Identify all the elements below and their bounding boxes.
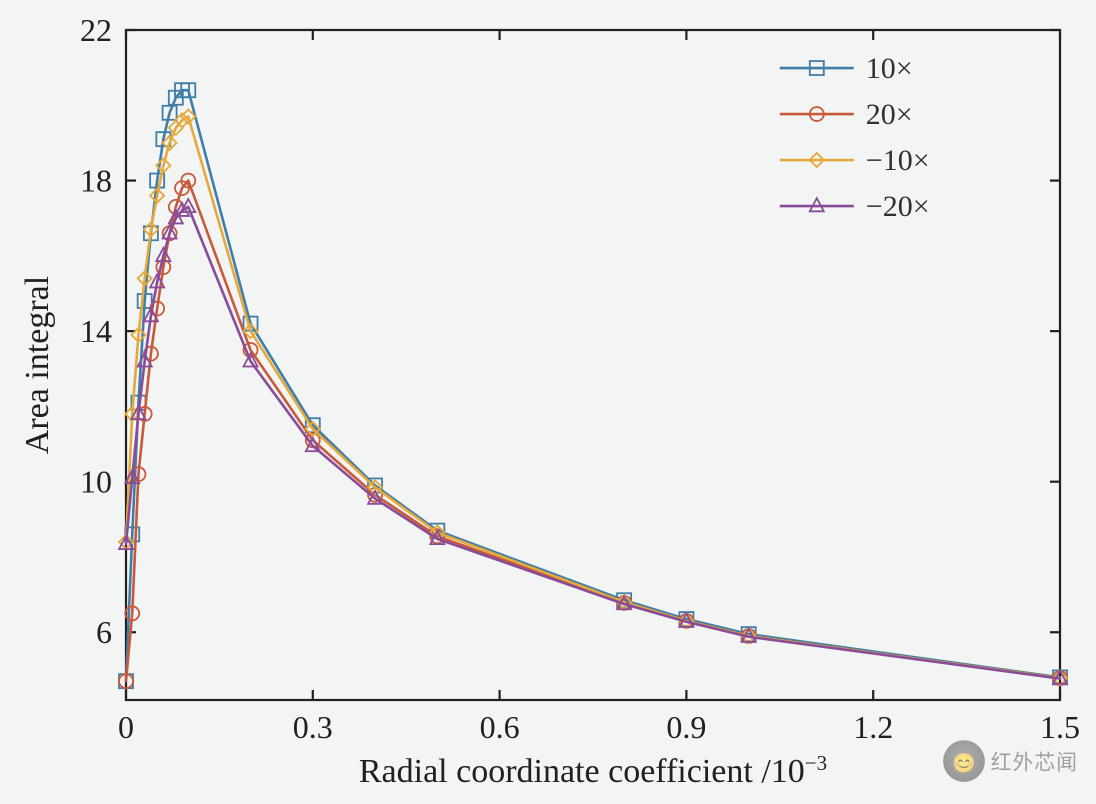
svg-text:0.9: 0.9 <box>666 709 706 745</box>
svg-text:20×: 20× <box>866 98 913 131</box>
svg-text:22: 22 <box>80 12 112 48</box>
line-chart: 0 0.3 0.6 0.9 1.2 1.5 6 10 14 18 22 Radial coordina… <box>0 0 1096 804</box>
svg-text:Radial coordinate coefficient: Radial coordinate coefficient /10−3 <box>359 751 827 790</box>
svg-text:18: 18 <box>80 163 112 199</box>
svg-text:1.2: 1.2 <box>853 709 893 745</box>
svg-text:0.3: 0.3 <box>293 709 333 745</box>
svg-text:0.6: 0.6 <box>480 709 520 745</box>
svg-text:14: 14 <box>80 313 112 349</box>
svg-text:10×: 10× <box>866 52 913 85</box>
svg-text:0: 0 <box>118 709 134 745</box>
svg-text:6: 6 <box>96 614 112 650</box>
svg-text:−20×: −20× <box>866 190 930 223</box>
svg-text:−10×: −10× <box>866 144 930 177</box>
svg-text:Area integral: Area integral <box>19 276 56 454</box>
svg-text:10: 10 <box>80 464 112 500</box>
chart-container: 0 0.3 0.6 0.9 1.2 1.5 6 10 14 18 22 Radial coordina… <box>0 0 1096 804</box>
svg-text:1.5: 1.5 <box>1040 709 1080 745</box>
